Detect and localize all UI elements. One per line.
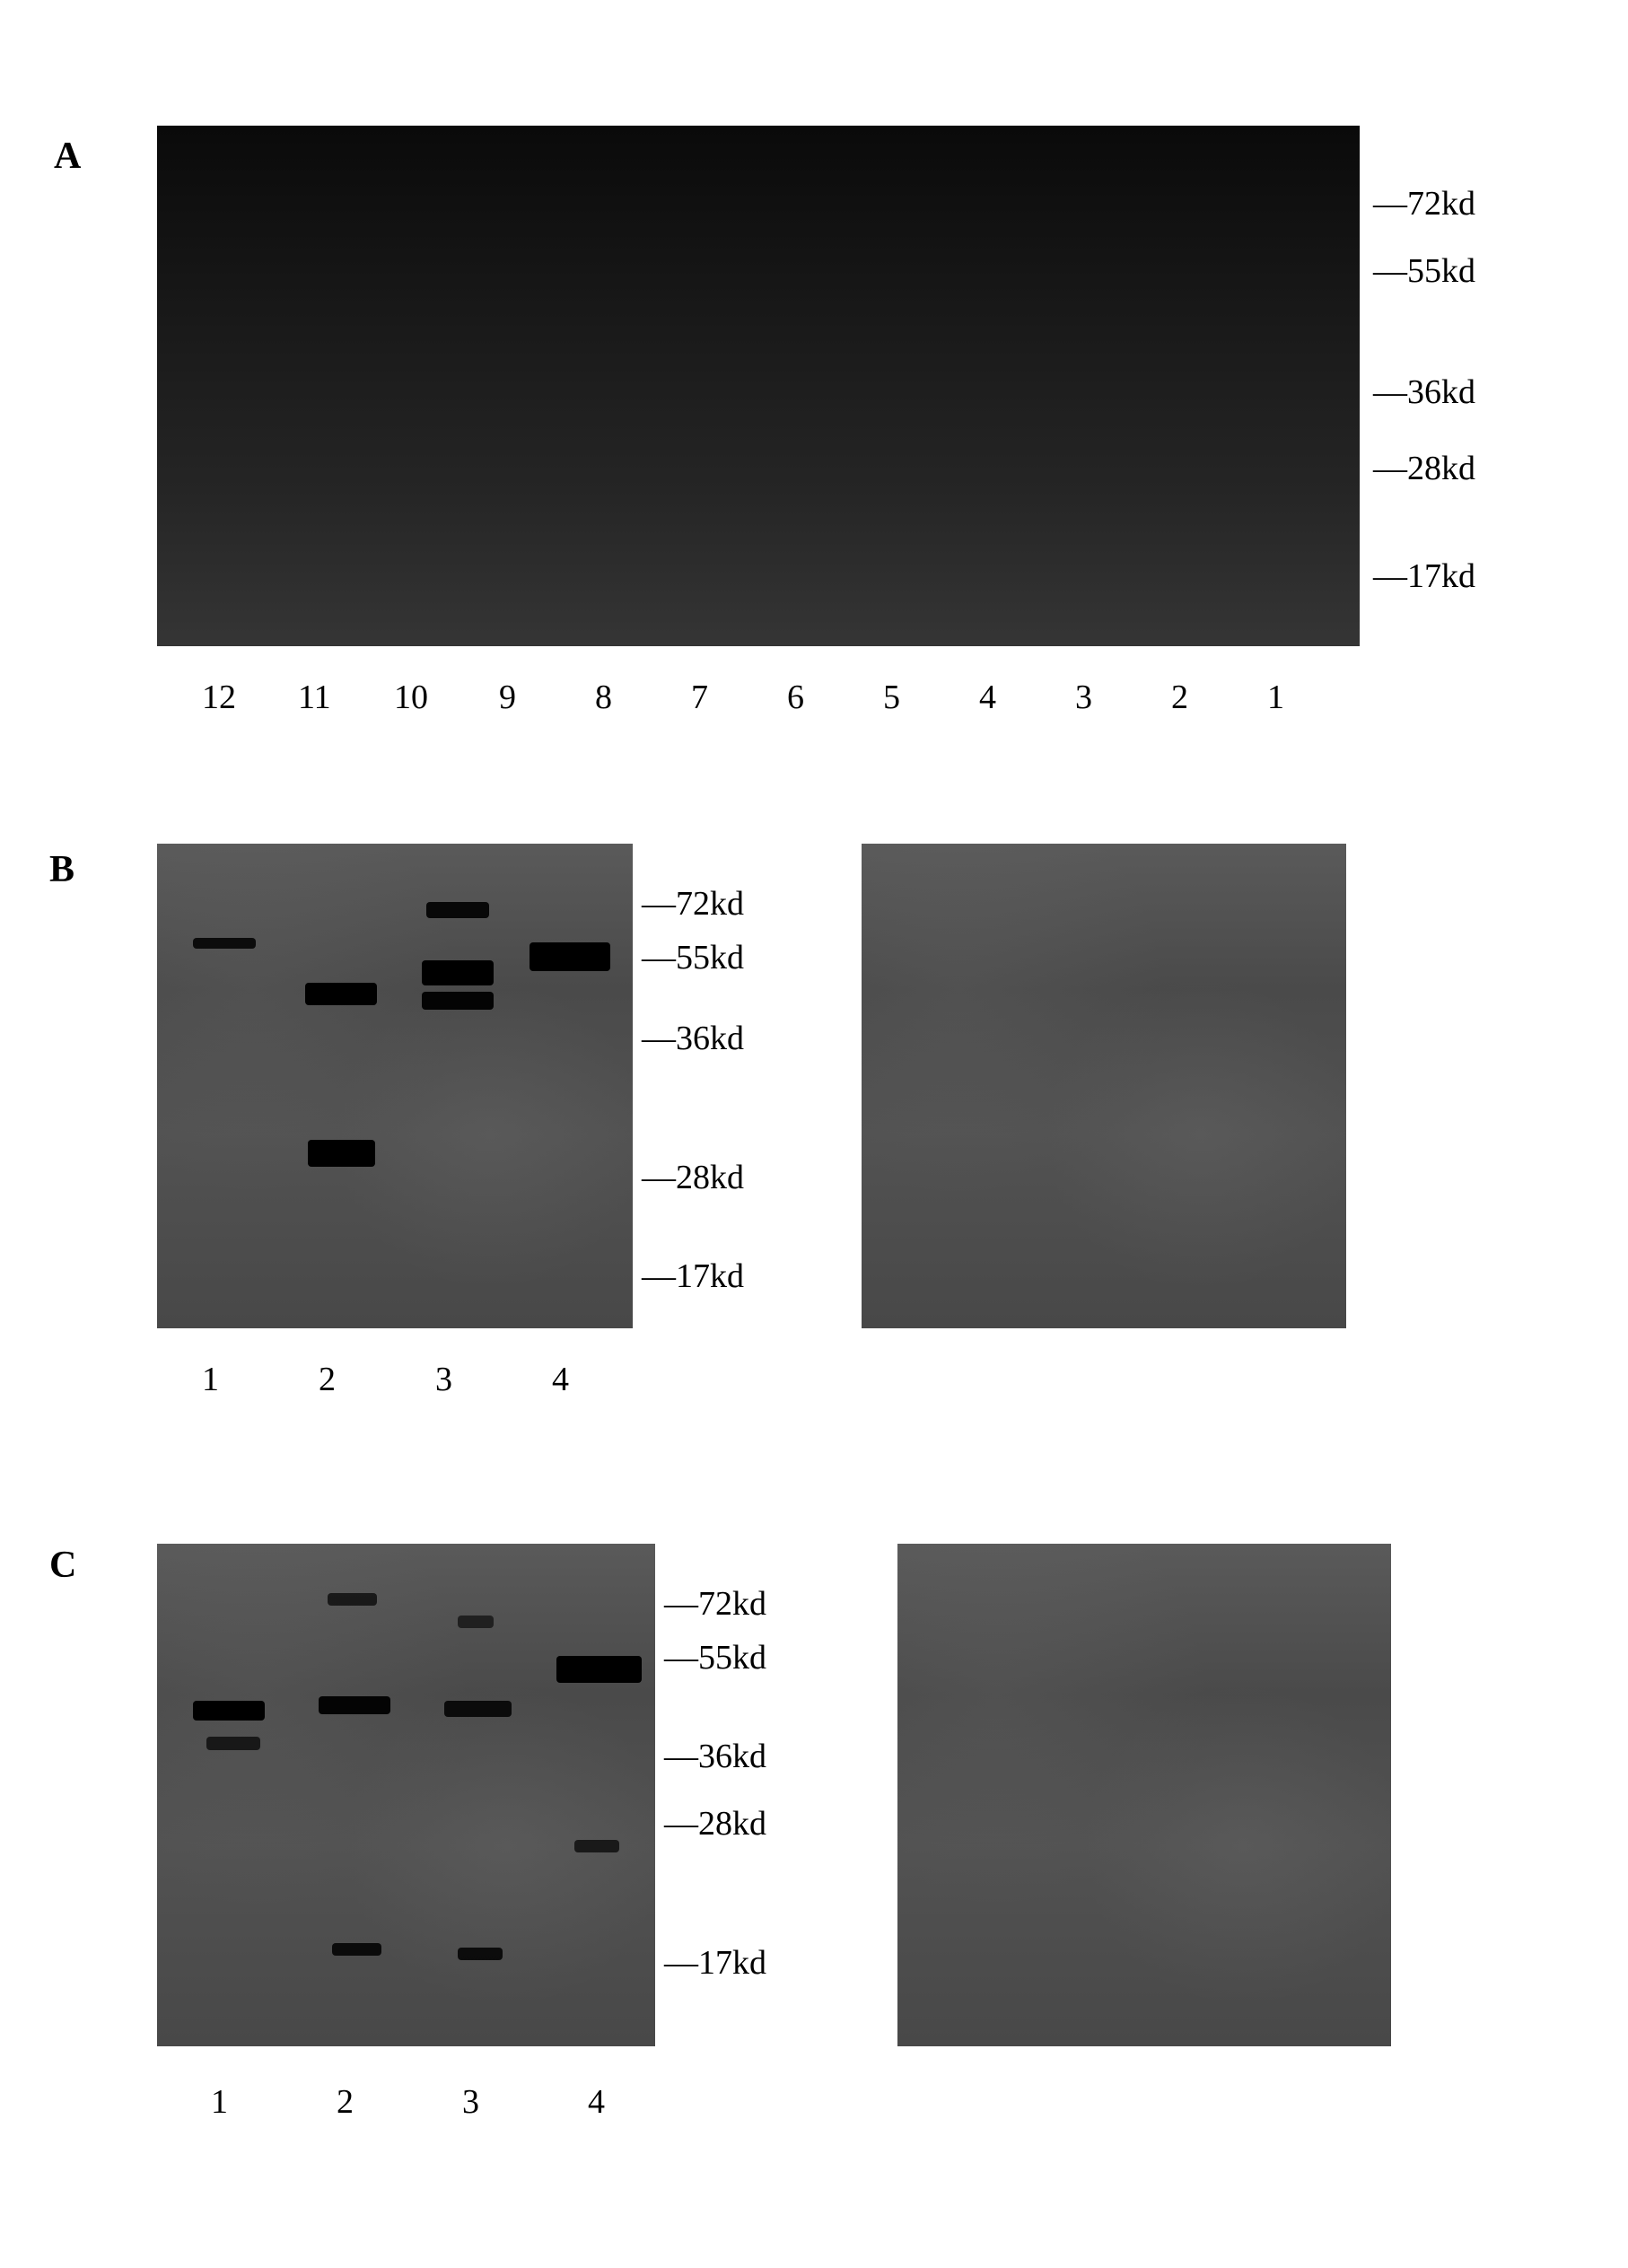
band <box>458 1948 503 1960</box>
band <box>444 1701 512 1717</box>
panel-b-gel-left <box>157 844 633 1328</box>
panel-b-gel-right <box>862 844 1346 1328</box>
panel-b-marker-72: —72kd <box>642 884 744 924</box>
band <box>574 1840 619 1852</box>
panel-b-marker-36: —36kd <box>642 1019 744 1058</box>
panel-a-lane-2: 2 <box>1171 678 1188 717</box>
panel-a-marker-36: —36kd <box>1373 372 1475 412</box>
panel-c-marker-17: —17kd <box>664 1943 766 1983</box>
panel-a-lane-10: 10 <box>394 678 428 717</box>
panel-c-lane-1: 1 <box>211 2082 228 2122</box>
panel-c-marker-55: —55kd <box>664 1638 766 1677</box>
panel-a-lane-11: 11 <box>298 678 331 717</box>
panel-b-marker-55: —55kd <box>642 938 744 977</box>
panel-b-lane-3: 3 <box>435 1360 452 1399</box>
band <box>530 942 610 971</box>
panel-a-lane-8: 8 <box>595 678 612 717</box>
band <box>319 1696 390 1714</box>
panel-a-label: A <box>54 135 81 178</box>
band <box>332 1943 381 1956</box>
panel-c-gel-right <box>897 1544 1391 2046</box>
panel-a-lane-5: 5 <box>883 678 900 717</box>
panel-c-marker-28: —28kd <box>664 1804 766 1843</box>
panel-c-lane-3: 3 <box>462 2082 479 2122</box>
panel-c-label: C <box>49 1544 76 1587</box>
panel-c-gel-left <box>157 1544 655 2046</box>
panel-b-marker-28: —28kd <box>642 1158 744 1197</box>
panel-c-marker-36: —36kd <box>664 1737 766 1776</box>
band <box>193 938 256 949</box>
panel-a-lane-3: 3 <box>1075 678 1092 717</box>
band <box>556 1656 642 1683</box>
panel-b-lane-2: 2 <box>319 1360 336 1399</box>
panel-a-lane-9: 9 <box>499 678 516 717</box>
panel-a-lane-6: 6 <box>787 678 804 717</box>
panel-c-marker-72: —72kd <box>664 1584 766 1624</box>
panel-a-lane-1: 1 <box>1267 678 1284 717</box>
panel-b-marker-17: —17kd <box>642 1257 744 1296</box>
panel-a-marker-17: —17kd <box>1373 556 1475 596</box>
band <box>426 902 489 918</box>
panel-a-lane-7: 7 <box>691 678 708 717</box>
panel-a-marker-28: —28kd <box>1373 449 1475 488</box>
panel-a-gel <box>157 126 1360 646</box>
band <box>422 992 494 1010</box>
panel-a-lane-12: 12 <box>202 678 236 717</box>
panel-a-marker-55: —55kd <box>1373 251 1475 291</box>
panel-b-lane-1: 1 <box>202 1360 219 1399</box>
panel-a-lane-4: 4 <box>979 678 996 717</box>
panel-c-lane-2: 2 <box>337 2082 354 2122</box>
band <box>422 960 494 985</box>
band <box>305 983 377 1005</box>
band <box>328 1593 377 1606</box>
panel-a-marker-72: —72kd <box>1373 184 1475 223</box>
band <box>206 1737 260 1750</box>
band <box>193 1701 265 1721</box>
band <box>308 1140 375 1167</box>
panel-b-label: B <box>49 848 74 891</box>
band <box>458 1616 494 1628</box>
panel-b-lane-4: 4 <box>552 1360 569 1399</box>
panel-c-lane-4: 4 <box>588 2082 605 2122</box>
